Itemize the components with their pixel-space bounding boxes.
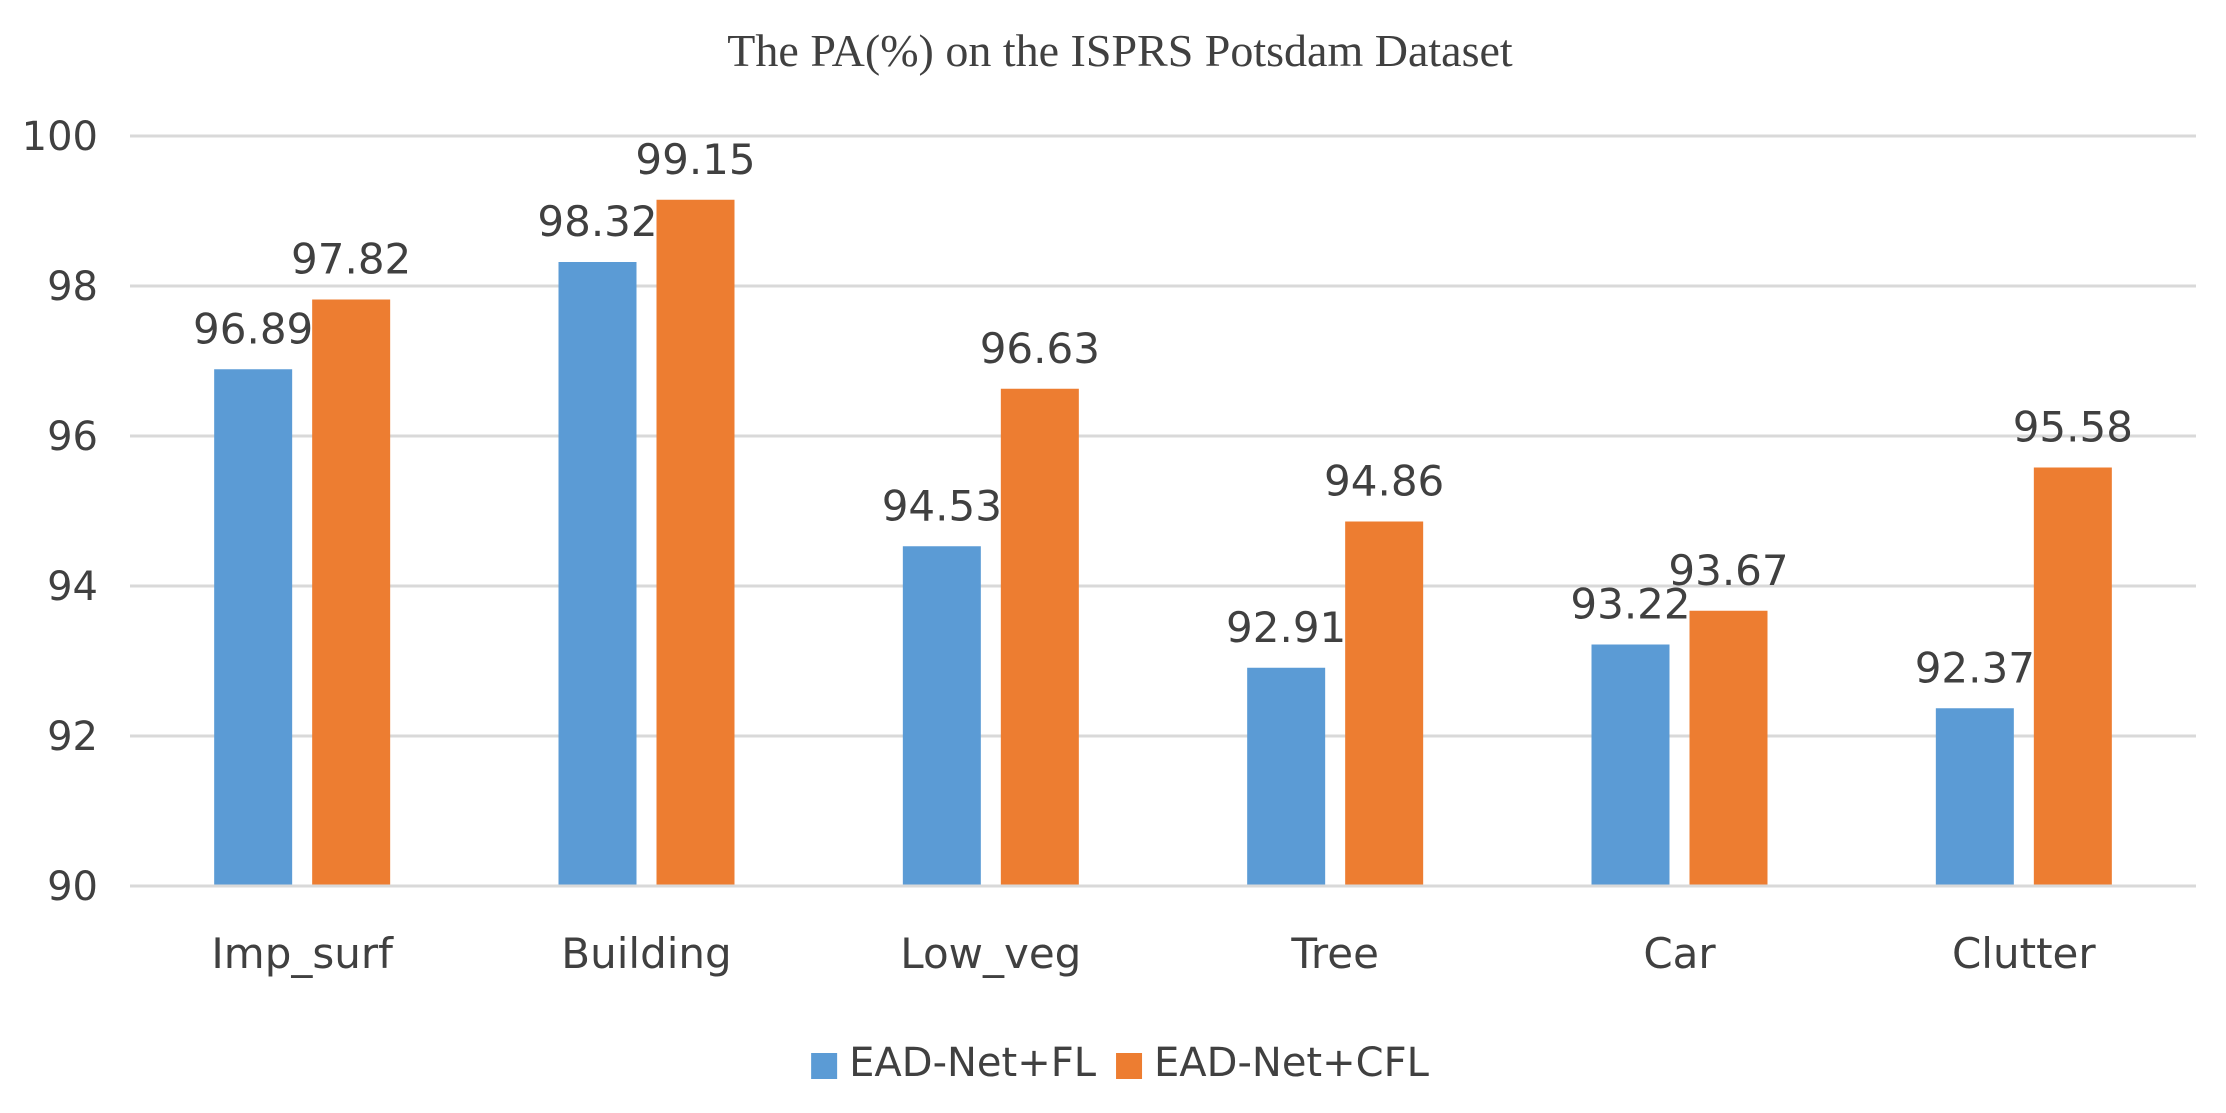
data-label: 92.37 — [1915, 643, 2035, 692]
bar-low-veg-series-0 — [902, 546, 981, 886]
y-tick-label: 96 — [47, 414, 98, 460]
x-category-label: Building — [561, 929, 731, 978]
y-tick-label: 100 — [22, 114, 98, 160]
bar-tree-series-1 — [1345, 521, 1424, 886]
x-category-label: Imp_surf — [211, 929, 394, 978]
data-label: 94.53 — [882, 481, 1002, 530]
data-label: 98.32 — [537, 197, 657, 246]
bar-clutter-series-1 — [2033, 467, 2112, 886]
y-tick-label: 98 — [47, 264, 98, 310]
legend: EAD-Net+FL EAD-Net+CFL — [811, 1040, 1430, 1086]
data-label: 99.15 — [635, 135, 755, 184]
x-category-label: Clutter — [1952, 929, 2096, 978]
bar-low-veg-series-1 — [1000, 388, 1079, 886]
data-label: 94.86 — [1324, 457, 1444, 506]
x-category-label: Low_veg — [900, 929, 1081, 978]
y-tick-label: 90 — [47, 864, 98, 910]
data-label: 93.22 — [1570, 580, 1690, 629]
data-label: 95.58 — [2013, 403, 2133, 452]
data-label: 96.63 — [980, 324, 1100, 373]
data-label: 97.82 — [291, 235, 411, 284]
legend-swatch — [811, 1053, 838, 1079]
y-tick-label: 94 — [47, 564, 98, 610]
legend-swatch — [1116, 1053, 1143, 1079]
x-category-label: Car — [1643, 929, 1716, 978]
data-label: 93.67 — [1668, 546, 1788, 595]
bar-building-series-0 — [558, 262, 637, 886]
gridlines — [130, 134, 2196, 738]
y-axis-ticks: 90 92 94 96 98 100 — [22, 114, 98, 910]
bar-car-series-0 — [1591, 644, 1670, 886]
data-label: 96.89 — [193, 304, 313, 353]
x-category-label: Tree — [1290, 929, 1379, 978]
bar-imp-surf-series-0 — [214, 369, 293, 886]
bar-car-series-1 — [1689, 610, 1768, 886]
legend-label: EAD-Net+FL — [849, 1040, 1097, 1086]
bar-imp-surf-series-1 — [312, 299, 391, 886]
bar-clutter-series-0 — [1935, 708, 2014, 886]
data-labels: 96.89 97.82 98.32 99.15 94.53 96.63 92.91 94.86… — [193, 135, 2133, 693]
x-axis-categories: Imp_surf Building Low_veg Tree Car Clutter — [211, 929, 2096, 978]
bar-tree-series-0 — [1247, 667, 1326, 886]
bars — [214, 199, 2112, 886]
y-tick-label: 92 — [47, 714, 98, 760]
bar-building-series-1 — [656, 199, 735, 886]
legend-label: EAD-Net+CFL — [1154, 1040, 1430, 1086]
data-label: 92.91 — [1226, 603, 1346, 652]
chart-title: The PA(%) on the ISPRS Potsdam Dataset — [727, 25, 1513, 76]
